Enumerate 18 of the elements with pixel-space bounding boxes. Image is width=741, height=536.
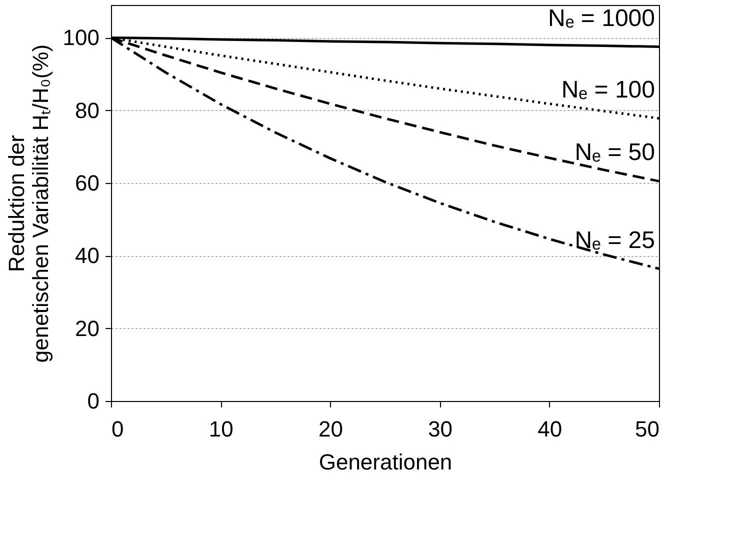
x-tick-label: 40 [538, 416, 562, 442]
series-label: Nₑ = 25 [574, 226, 655, 254]
x-tick-label: 10 [208, 416, 234, 442]
y-tick-label: 0 [87, 388, 100, 414]
y-axis-title: Reduktion der genetischen Variabilität Hₜ/H₀(%) [4, 44, 53, 363]
y-tick-label: 20 [75, 316, 100, 341]
y-tick-label: 60 [75, 170, 100, 196]
x-tick-label: 50 [635, 416, 660, 442]
x-tick-label: 0 [112, 416, 124, 442]
y-tick-label: 100 [62, 25, 100, 50]
x-axis-title: Generationen [318, 450, 452, 474]
x-tick-label: 20 [318, 416, 343, 442]
x-tick-label: 30 [428, 416, 453, 442]
series-label: Nₑ = 100 [561, 76, 655, 104]
series-label: Nₑ = 1000 [548, 4, 655, 32]
y-tick-label: 40 [75, 243, 100, 268]
series-label: Nₑ = 50 [574, 139, 655, 166]
y-tick-label: 80 [75, 98, 100, 123]
